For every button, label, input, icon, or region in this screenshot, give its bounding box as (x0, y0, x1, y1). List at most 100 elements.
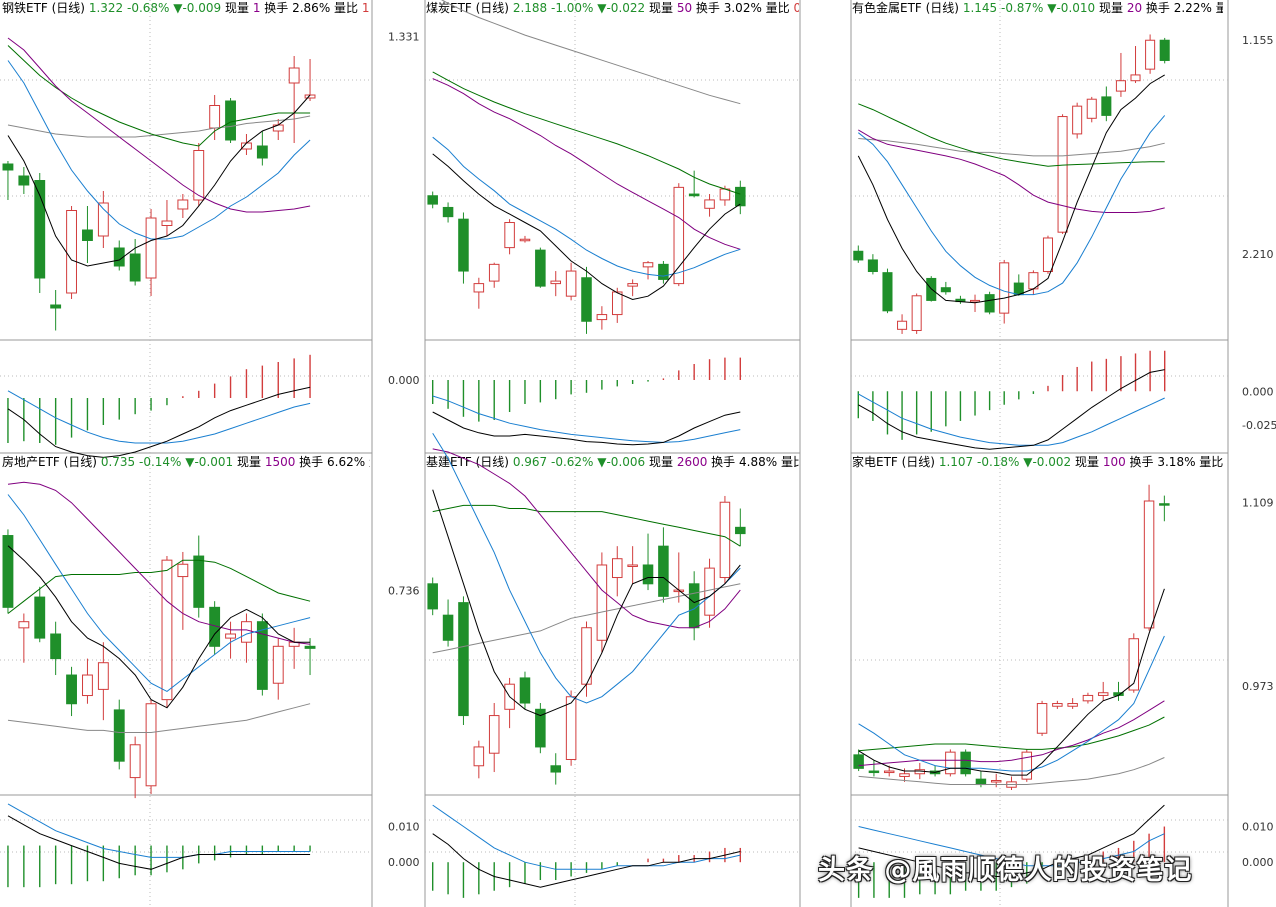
candle-up (1067, 703, 1078, 707)
candle-down (975, 778, 987, 786)
ma60-line (432, 504, 741, 547)
candle-up (550, 280, 562, 285)
candle-down (519, 677, 531, 704)
candle-down (34, 596, 46, 639)
candle-up (161, 559, 173, 701)
change-value: ▼-0.006 (593, 455, 645, 469)
candle-up (241, 621, 252, 643)
change-percent: -0.62% (547, 455, 593, 469)
turnover-value: 2.86% (288, 1, 330, 15)
price-tick-label: 2.210 (1242, 248, 1274, 261)
candle-down (535, 249, 546, 287)
change-percent: -1.00% (547, 1, 593, 15)
candle-down (960, 751, 971, 775)
ma120-line (441, 0, 741, 105)
turnover-value: 6.62% (323, 455, 365, 469)
candle-down (442, 614, 454, 641)
volume-label: 现量 (1095, 1, 1123, 15)
volume-value: 1 (249, 1, 260, 15)
candle-down (50, 304, 62, 309)
candle-down (853, 250, 864, 261)
candle-up (241, 142, 252, 150)
candle-up (899, 773, 910, 777)
candle-down (550, 765, 562, 773)
ma60-line (7, 45, 311, 147)
candle-down (1159, 503, 1170, 506)
candle-up (673, 186, 685, 285)
volume-value: 20 (1123, 1, 1142, 15)
volume-label: 现量 (1071, 455, 1099, 469)
dea-line (432, 804, 741, 870)
candle-up (627, 564, 638, 567)
candle-down (984, 294, 995, 313)
turnover-value: 3.02% (720, 1, 762, 15)
candle-up (66, 210, 77, 294)
candle-down (1159, 39, 1170, 61)
change-percent: -0.18% (973, 455, 1019, 469)
osc-tick-label: -0.025 (1242, 419, 1276, 432)
candle-down (66, 674, 77, 705)
panel-header: 煤炭ETF (日线) 2.188 -1.00% ▼-0.022 现量 50 换手… (426, 1, 820, 15)
candle-up (1036, 703, 1048, 734)
ratio-label: 量比 (1195, 455, 1223, 469)
candle-up (1128, 638, 1140, 691)
dea-line (7, 390, 311, 444)
candle-up (945, 751, 956, 775)
turnover-label: 换手 (1126, 455, 1154, 469)
etf-name: 房地产ETF (日线) (2, 454, 97, 469)
close-price: 0.735 (97, 455, 135, 469)
candle-up (999, 262, 1010, 314)
ma20-line (858, 129, 1165, 213)
turnover-value: 2.22% (1170, 1, 1212, 15)
candle-up (145, 703, 157, 787)
price-tick-label: 1.109 (1242, 496, 1274, 509)
candle-down (853, 754, 864, 769)
ratio-label: 量比 (777, 455, 805, 469)
candle-up (565, 270, 577, 297)
candle-up (209, 105, 221, 129)
candle-down (304, 645, 316, 649)
candle-up (565, 696, 577, 760)
candle-up (1057, 116, 1068, 233)
candle-up (704, 567, 715, 616)
close-price: 1.322 (85, 1, 123, 15)
candle-up (519, 238, 531, 242)
candle-down (427, 195, 438, 205)
candle-down (882, 272, 893, 312)
candle-up (1145, 39, 1156, 70)
candle-up (611, 558, 623, 579)
ma5-line (857, 74, 1165, 304)
change-value: ▼-0.010 (1043, 1, 1095, 15)
candle-down (34, 180, 46, 279)
ma120-line (858, 138, 1165, 157)
etf-name: 煤炭ETF (日线) (426, 1, 509, 15)
turnover-label: 换手 (260, 1, 288, 15)
etf-panel-bottom-right: 家电ETF (日线) 1.107 -0.18% ▼-0.002 现量 100 换… (852, 454, 1274, 898)
candle-up (642, 262, 654, 268)
candle-up (1130, 74, 1141, 82)
candle-down (642, 564, 654, 585)
watermark: 头条 @風雨顺德人的投资笔记 (818, 855, 1193, 886)
ratio-value: 1.56 (358, 1, 389, 15)
ma20-line (7, 37, 311, 213)
dea-line (858, 393, 1165, 446)
candle-up (596, 564, 608, 641)
dif-line (432, 411, 741, 446)
candle-up (1115, 80, 1126, 92)
price-tick-label: 0.736 (388, 585, 420, 598)
candle-up (1052, 703, 1063, 707)
turnover-label: 换手 (692, 1, 720, 15)
change-percent: -0.87% (997, 1, 1043, 15)
dif-line (858, 369, 1165, 450)
change-percent: -0.14% (135, 455, 181, 469)
candle-down (535, 708, 546, 748)
ma20-line (432, 448, 741, 629)
osc-tick-label: 0.010 (1242, 821, 1274, 834)
candle-down (688, 193, 700, 197)
candle-up (719, 501, 731, 579)
change-value: ▼-0.022 (593, 1, 645, 15)
candle-down (113, 709, 125, 762)
change-percent: -0.68% (123, 1, 169, 15)
